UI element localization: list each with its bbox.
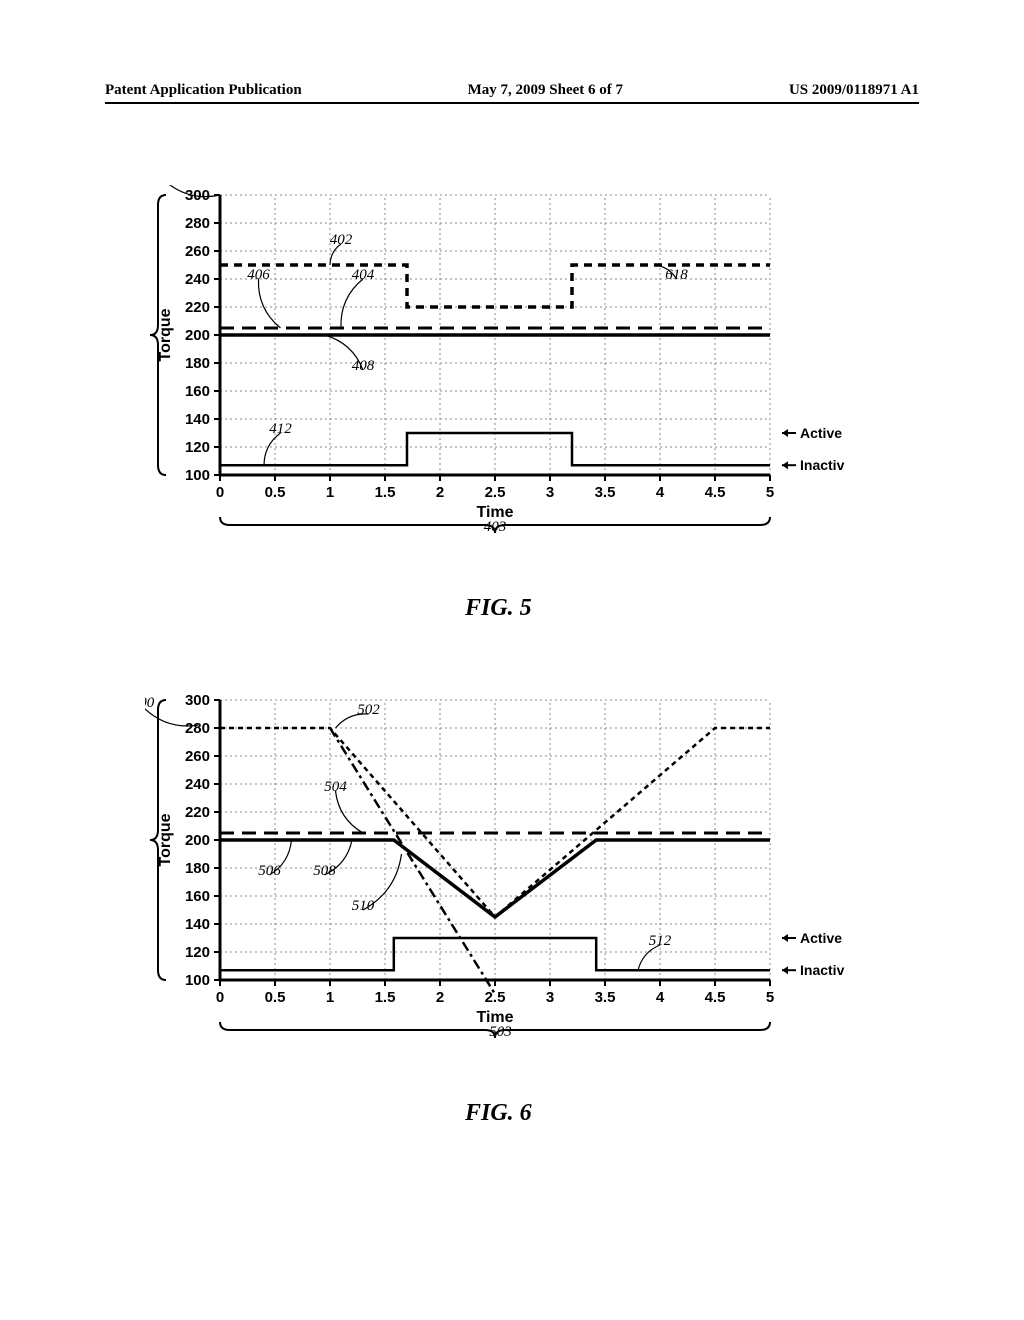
svg-text:5: 5 xyxy=(766,484,774,501)
svg-text:0.5: 0.5 xyxy=(265,484,286,501)
svg-text:0: 0 xyxy=(216,989,224,1006)
svg-text:140: 140 xyxy=(185,916,210,933)
svg-text:504: 504 xyxy=(324,779,347,795)
figure-6-chart: 0 0.5 1 1.5 2 2.5 3 3.5 4 4.5 5 100 120 140 160 180 200 2… xyxy=(145,690,845,1060)
svg-text:408: 408 xyxy=(352,358,375,374)
svg-text:406: 406 xyxy=(247,267,270,283)
svg-text:3.5: 3.5 xyxy=(595,484,616,501)
svg-text:Inactive: Inactive xyxy=(800,457,845,473)
svg-text:160: 160 xyxy=(185,383,210,400)
svg-text:200: 200 xyxy=(185,832,210,849)
svg-text:180: 180 xyxy=(185,355,210,372)
svg-text:140: 140 xyxy=(185,411,210,428)
svg-text:260: 260 xyxy=(185,748,210,765)
svg-text:506: 506 xyxy=(258,863,281,879)
svg-text:120: 120 xyxy=(185,944,210,961)
svg-text:502: 502 xyxy=(357,702,380,718)
svg-text:220: 220 xyxy=(185,804,210,821)
svg-text:260: 260 xyxy=(185,243,210,260)
svg-text:200: 200 xyxy=(185,327,210,344)
svg-text:Active: Active xyxy=(800,425,842,441)
svg-text:618: 618 xyxy=(665,267,688,283)
svg-text:280: 280 xyxy=(185,720,210,737)
svg-text:402: 402 xyxy=(330,232,353,248)
svg-text:500: 500 xyxy=(145,695,155,711)
svg-text:240: 240 xyxy=(185,271,210,288)
header-left: Patent Application Publication xyxy=(105,82,302,99)
svg-text:1: 1 xyxy=(326,989,334,1006)
svg-text:180: 180 xyxy=(185,860,210,877)
svg-text:3: 3 xyxy=(546,484,554,501)
svg-text:Active: Active xyxy=(800,930,842,946)
svg-text:512: 512 xyxy=(649,933,672,949)
header-right: US 2009/0118971 A1 xyxy=(789,82,919,99)
svg-text:4.5: 4.5 xyxy=(705,989,726,1006)
svg-text:5: 5 xyxy=(766,989,774,1006)
svg-text:404: 404 xyxy=(352,267,375,283)
svg-text:3.5: 3.5 xyxy=(595,989,616,1006)
svg-text:3: 3 xyxy=(546,989,554,1006)
figure-6-caption: FIG. 6 xyxy=(465,1100,532,1127)
svg-text:0.5: 0.5 xyxy=(265,989,286,1006)
figure-5: 0 0.5 1 1.5 2 2.5 3 3.5 4 4.5 5 100 120 140 160 180 200 2… xyxy=(145,185,845,555)
svg-text:Torque: Torque xyxy=(157,308,174,361)
svg-text:1: 1 xyxy=(326,484,334,501)
figure-5-caption: FIG. 5 xyxy=(465,595,532,622)
svg-text:1.5: 1.5 xyxy=(375,989,396,1006)
svg-text:100: 100 xyxy=(185,972,210,989)
svg-text:300: 300 xyxy=(185,692,210,709)
svg-text:2.5: 2.5 xyxy=(485,989,506,1006)
svg-text:160: 160 xyxy=(185,888,210,905)
svg-text:Inactive: Inactive xyxy=(800,962,845,978)
svg-text:220: 220 xyxy=(185,299,210,316)
svg-text:Torque: Torque xyxy=(157,813,174,866)
figure-5-chart: 0 0.5 1 1.5 2 2.5 3 3.5 4 4.5 5 100 120 140 160 180 200 2… xyxy=(145,185,845,555)
svg-text:0: 0 xyxy=(216,484,224,501)
svg-text:4.5: 4.5 xyxy=(705,484,726,501)
svg-text:1.5: 1.5 xyxy=(375,484,396,501)
svg-text:100: 100 xyxy=(185,467,210,484)
svg-text:2.5: 2.5 xyxy=(485,484,506,501)
svg-text:2: 2 xyxy=(436,989,444,1006)
page-header: Patent Application Publication May 7, 20… xyxy=(105,82,919,104)
svg-text:120: 120 xyxy=(185,439,210,456)
svg-text:508: 508 xyxy=(313,863,336,879)
header-center: May 7, 2009 Sheet 6 of 7 xyxy=(468,82,623,99)
svg-text:4: 4 xyxy=(656,989,665,1006)
svg-text:300: 300 xyxy=(185,187,210,204)
figure-6: 0 0.5 1 1.5 2 2.5 3 3.5 4 4.5 5 100 120 140 160 180 200 2… xyxy=(145,690,845,1060)
svg-text:2: 2 xyxy=(436,484,444,501)
svg-text:280: 280 xyxy=(185,215,210,232)
svg-text:510: 510 xyxy=(352,898,375,914)
svg-text:412: 412 xyxy=(269,421,292,437)
svg-text:4: 4 xyxy=(656,484,665,501)
svg-text:240: 240 xyxy=(185,776,210,793)
